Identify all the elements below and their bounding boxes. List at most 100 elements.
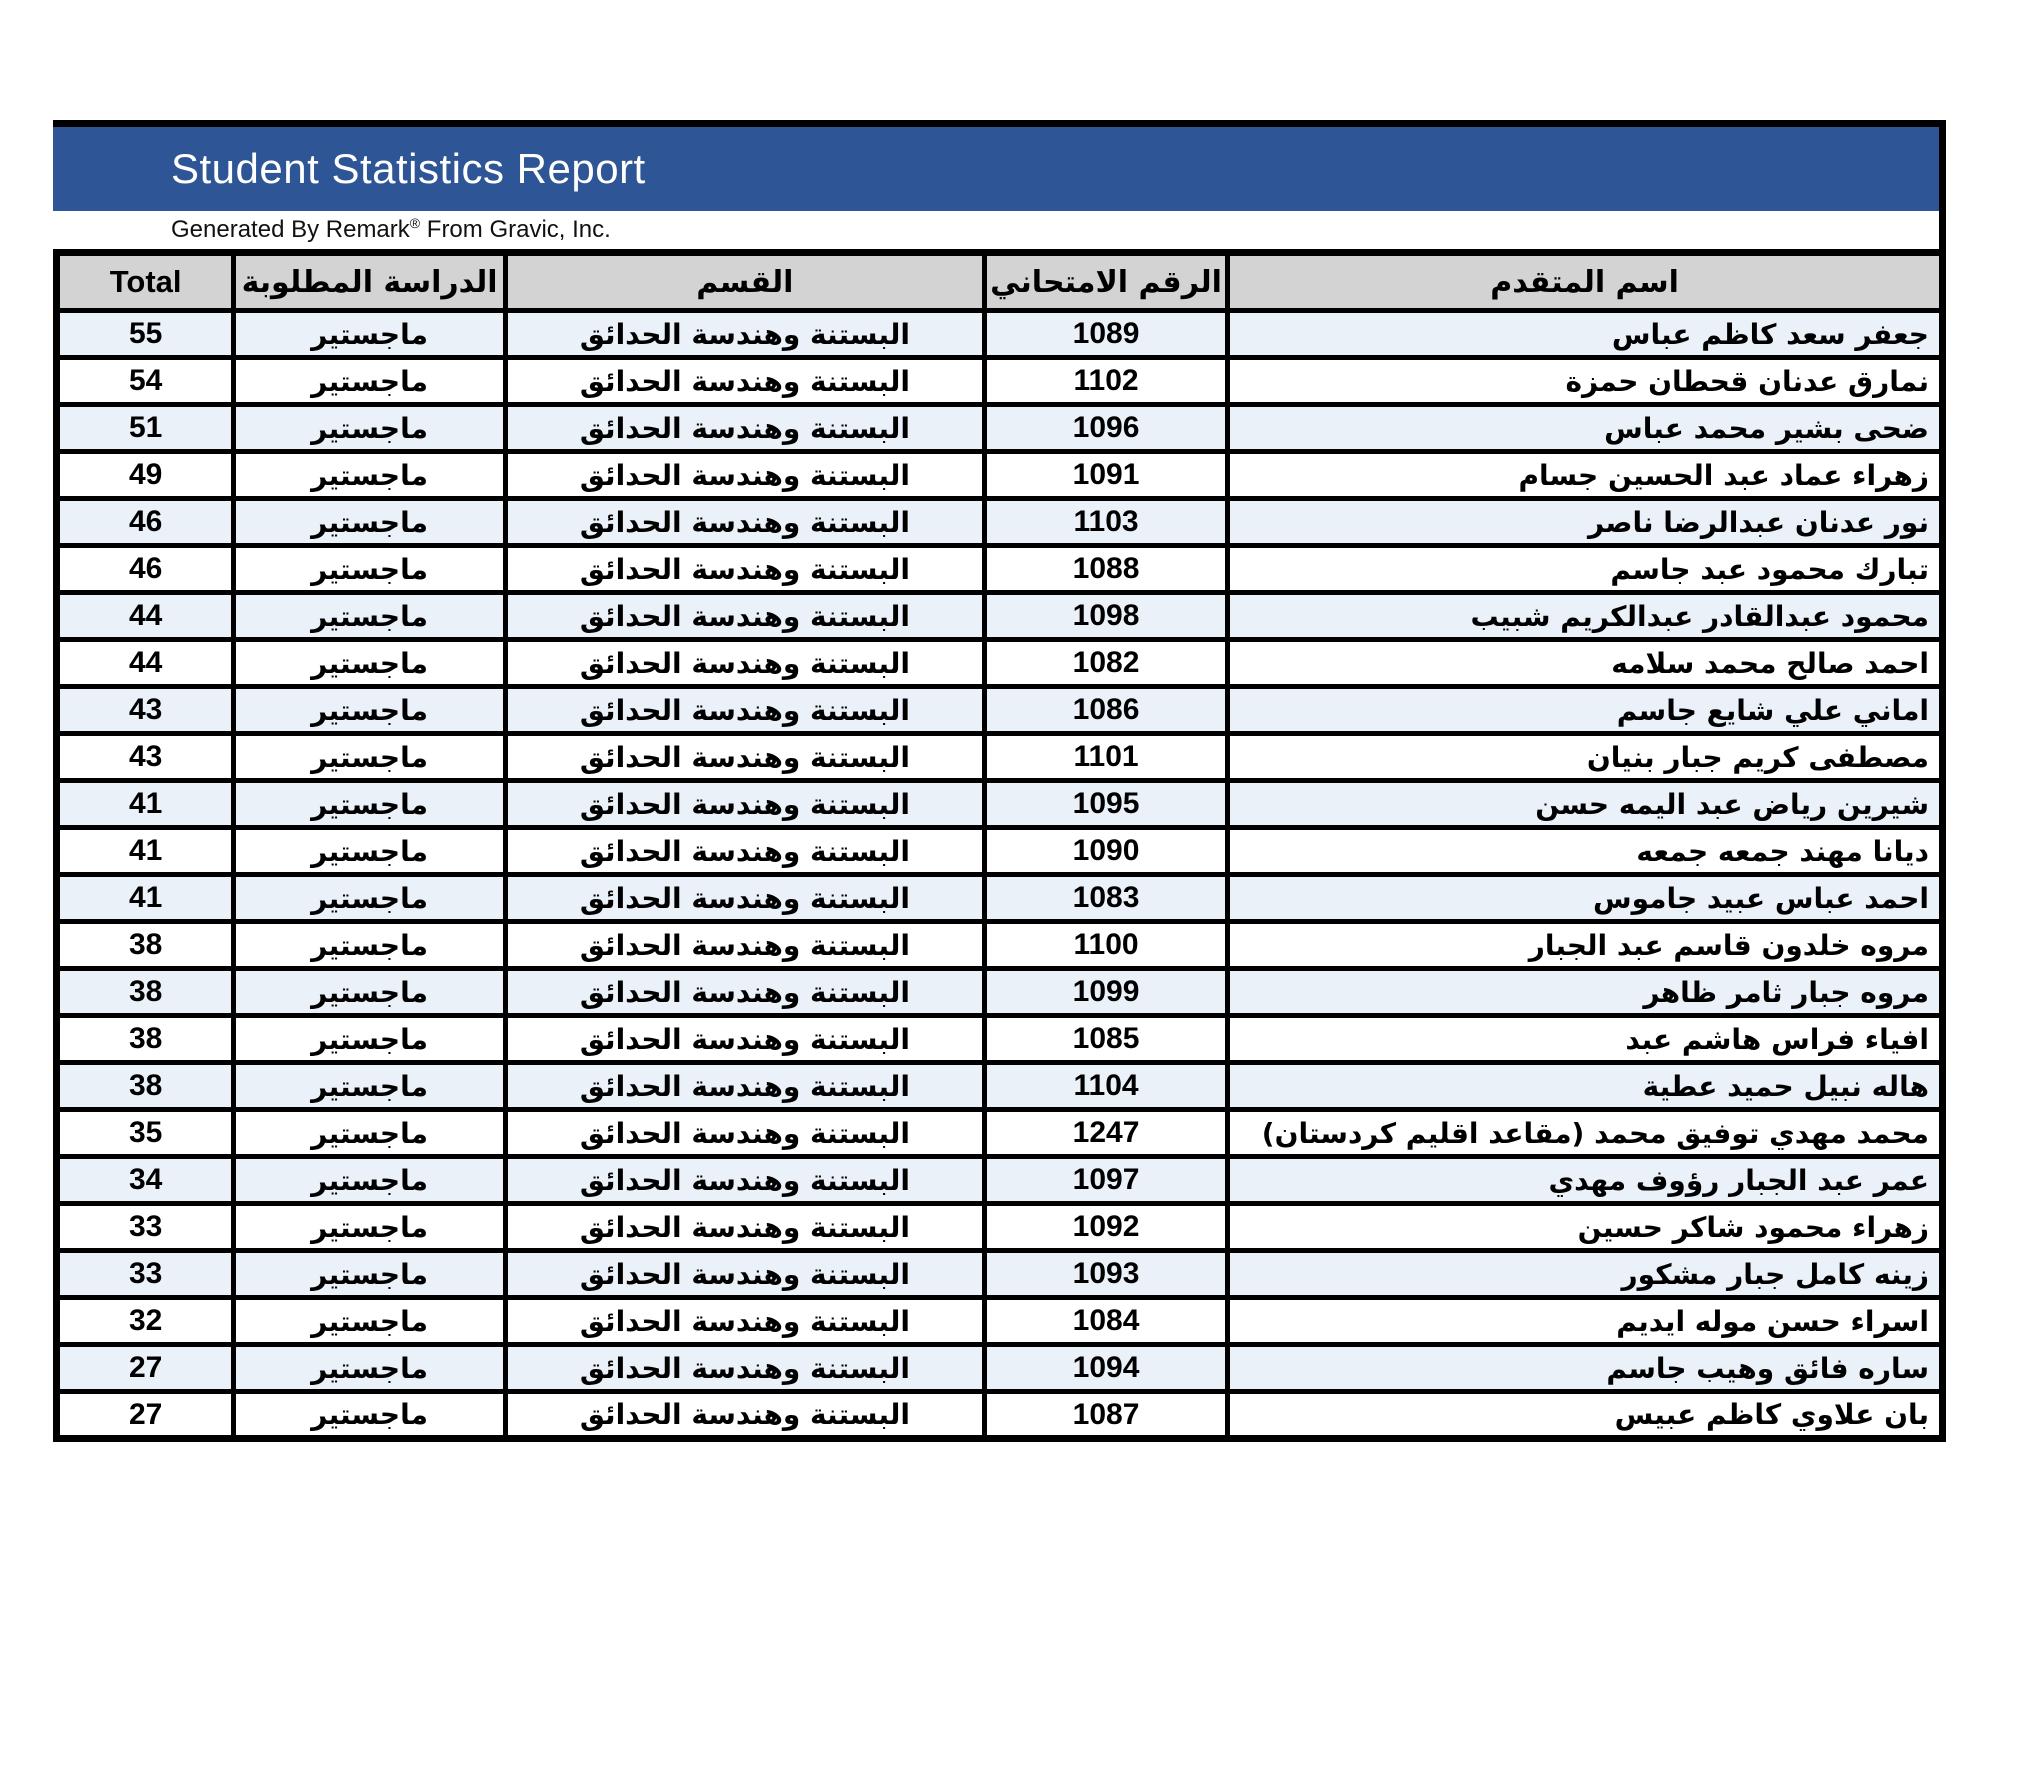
exam-number-cell: 1089 (981, 308, 1231, 360)
applicant-name-cell: ضحى بشير محمد عباس (1225, 402, 1945, 454)
applicant-name-cell: زينه كامل جبار مشكور (1225, 1248, 1945, 1300)
total-cell: 38 (53, 966, 237, 1018)
applicant-name-cell: زهراء عماد عبد الحسين جسام (1225, 449, 1945, 501)
exam-number-cell: 1086 (981, 684, 1231, 736)
department-cell: البستنة وهندسة الحدائق (502, 825, 987, 877)
column-header-total: Total (53, 250, 237, 313)
page-title: Student Statistics Report (171, 145, 646, 192)
table-header-row: Total الدراسة المطلوبة القسم الرقم الامت… (53, 250, 1945, 313)
exam-number-cell: 1100 (981, 919, 1231, 971)
table-row: 44 ماجستير البستنة وهندسة الحدائق 1082 احمد … (53, 637, 1945, 689)
table-row: 43 ماجستير البستنة وهندسة الحدائق 1101 مصطفى… (53, 731, 1945, 783)
required-study-cell: ماجستير (231, 966, 508, 1018)
required-study-cell: ماجستير (231, 1389, 508, 1441)
applicant-name-cell: اماني علي شايع جاسم (1225, 684, 1945, 736)
required-study-cell: ماجستير (231, 1060, 508, 1112)
column-header-exam-number: الرقم الامتحاني (981, 250, 1231, 313)
applicant-name-cell: بان علاوي كاظم عبيس (1225, 1389, 1945, 1441)
department-cell: البستنة وهندسة الحدائق (502, 496, 987, 548)
exam-number-cell: 1084 (981, 1295, 1231, 1347)
required-study-cell: ماجستير (231, 1154, 508, 1206)
total-cell: 54 (53, 355, 237, 407)
registered-mark: ® (409, 215, 421, 231)
applicant-name-cell: مروه خلدون قاسم عبد الجبار (1225, 919, 1945, 971)
department-cell: البستنة وهندسة الحدائق (502, 1060, 987, 1112)
total-cell: 44 (53, 590, 237, 642)
table-row: 55 ماجستير البستنة وهندسة الحدائق 1089 جعفر … (53, 308, 1945, 360)
total-cell: 35 (53, 1107, 237, 1159)
report-header: Student Statistics Report Generated By R… (53, 120, 1946, 249)
total-cell: 32 (53, 1295, 237, 1347)
department-cell: البستنة وهندسة الحدائق (502, 1295, 987, 1347)
total-cell: 41 (53, 825, 237, 877)
table-row: 49 ماجستير البستنة وهندسة الحدائق 1091 زهراء… (53, 449, 1945, 501)
table-row: 46 ماجستير البستنة وهندسة الحدائق 1088 تبارك… (53, 543, 1945, 595)
department-cell: البستنة وهندسة الحدائق (502, 449, 987, 501)
exam-number-cell: 1092 (981, 1201, 1231, 1253)
total-cell: 38 (53, 1013, 237, 1065)
required-study-cell: ماجستير (231, 590, 508, 642)
exam-number-cell: 1090 (981, 825, 1231, 877)
department-cell: البستنة وهندسة الحدائق (502, 1201, 987, 1253)
department-cell: البستنة وهندسة الحدائق (502, 731, 987, 783)
exam-number-cell: 1103 (981, 496, 1231, 548)
required-study-cell: ماجستير (231, 1248, 508, 1300)
table-row: 54 ماجستير البستنة وهندسة الحدائق 1102 نمارق… (53, 355, 1945, 407)
department-cell: البستنة وهندسة الحدائق (502, 919, 987, 971)
required-study-cell: ماجستير (231, 308, 508, 360)
required-study-cell: ماجستير (231, 637, 508, 689)
total-cell: 33 (53, 1201, 237, 1253)
applicant-name-cell: محمود عبدالقادر عبدالكريم شبيب (1225, 590, 1945, 642)
applicant-name-cell: شيرين رياض عبد اليمه حسن (1225, 778, 1945, 830)
exam-number-cell: 1085 (981, 1013, 1231, 1065)
required-study-cell: ماجستير (231, 355, 508, 407)
subtitle-strip: Generated By Remark® From Gravic, Inc. (53, 211, 1939, 249)
required-study-cell: ماجستير (231, 872, 508, 924)
exam-number-cell: 1093 (981, 1248, 1231, 1300)
department-cell: البستنة وهندسة الحدائق (502, 1342, 987, 1394)
applicant-name-cell: احمد صالح محمد سلامه (1225, 637, 1945, 689)
exam-number-cell: 1096 (981, 402, 1231, 454)
required-study-cell: ماجستير (231, 684, 508, 736)
column-header-required-study: الدراسة المطلوبة (231, 250, 508, 313)
department-cell: البستنة وهندسة الحدائق (502, 590, 987, 642)
title-bar: Student Statistics Report (53, 127, 1939, 211)
required-study-cell: ماجستير (231, 1013, 508, 1065)
table-body: 55 ماجستير البستنة وهندسة الحدائق 1089 جعفر … (53, 308, 1945, 1441)
total-cell: 38 (53, 1060, 237, 1112)
total-cell: 34 (53, 1154, 237, 1206)
required-study-cell: ماجستير (231, 1201, 508, 1253)
applicant-name-cell: زهراء محمود شاكر حسين (1225, 1201, 1945, 1253)
exam-number-cell: 1102 (981, 355, 1231, 407)
table-row: 46 ماجستير البستنة وهندسة الحدائق 1103 نور ع… (53, 496, 1945, 548)
department-cell: البستنة وهندسة الحدائق (502, 543, 987, 595)
table-row: 41 ماجستير البستنة وهندسة الحدائق 1083 احمد … (53, 872, 1945, 924)
column-header-applicant-name: اسم المتقدم (1225, 250, 1945, 313)
total-cell: 41 (53, 872, 237, 924)
department-cell: البستنة وهندسة الحدائق (502, 1107, 987, 1159)
exam-number-cell: 1101 (981, 731, 1231, 783)
table-row: 33 ماجستير البستنة وهندسة الحدائق 1092 زهراء… (53, 1201, 1945, 1253)
department-cell: البستنة وهندسة الحدائق (502, 966, 987, 1018)
applicant-name-cell: عمر عبد الجبار رؤوف مهدي (1225, 1154, 1945, 1206)
applicant-name-cell: اسراء حسن موله ايديم (1225, 1295, 1945, 1347)
exam-number-cell: 1097 (981, 1154, 1231, 1206)
required-study-cell: ماجستير (231, 731, 508, 783)
exam-number-cell: 1247 (981, 1107, 1231, 1159)
total-cell: 38 (53, 919, 237, 971)
applicant-name-cell: هاله نبيل حميد عطية (1225, 1060, 1945, 1112)
total-cell: 46 (53, 496, 237, 548)
required-study-cell: ماجستير (231, 402, 508, 454)
table-row: 27 ماجستير البستنة وهندسة الحدائق 1094 ساره … (53, 1342, 1945, 1394)
table-row: 38 ماجستير البستنة وهندسة الحدائق 1085 افياء… (53, 1013, 1945, 1065)
required-study-cell: ماجستير (231, 1342, 508, 1394)
table-row: 43 ماجستير البستنة وهندسة الحدائق 1086 اماني… (53, 684, 1945, 736)
exam-number-cell: 1095 (981, 778, 1231, 830)
table-row: 35 ماجستير البستنة وهندسة الحدائق 1247 محمد … (53, 1107, 1945, 1159)
table-row: 38 ماجستير البستنة وهندسة الحدائق 1100 مروه … (53, 919, 1945, 971)
total-cell: 27 (53, 1389, 237, 1441)
required-study-cell: ماجستير (231, 449, 508, 501)
department-cell: البستنة وهندسة الحدائق (502, 778, 987, 830)
applicant-name-cell: تبارك محمود عبد جاسم (1225, 543, 1945, 595)
table-row: 38 ماجستير البستنة وهندسة الحدائق 1099 مروه … (53, 966, 1945, 1018)
